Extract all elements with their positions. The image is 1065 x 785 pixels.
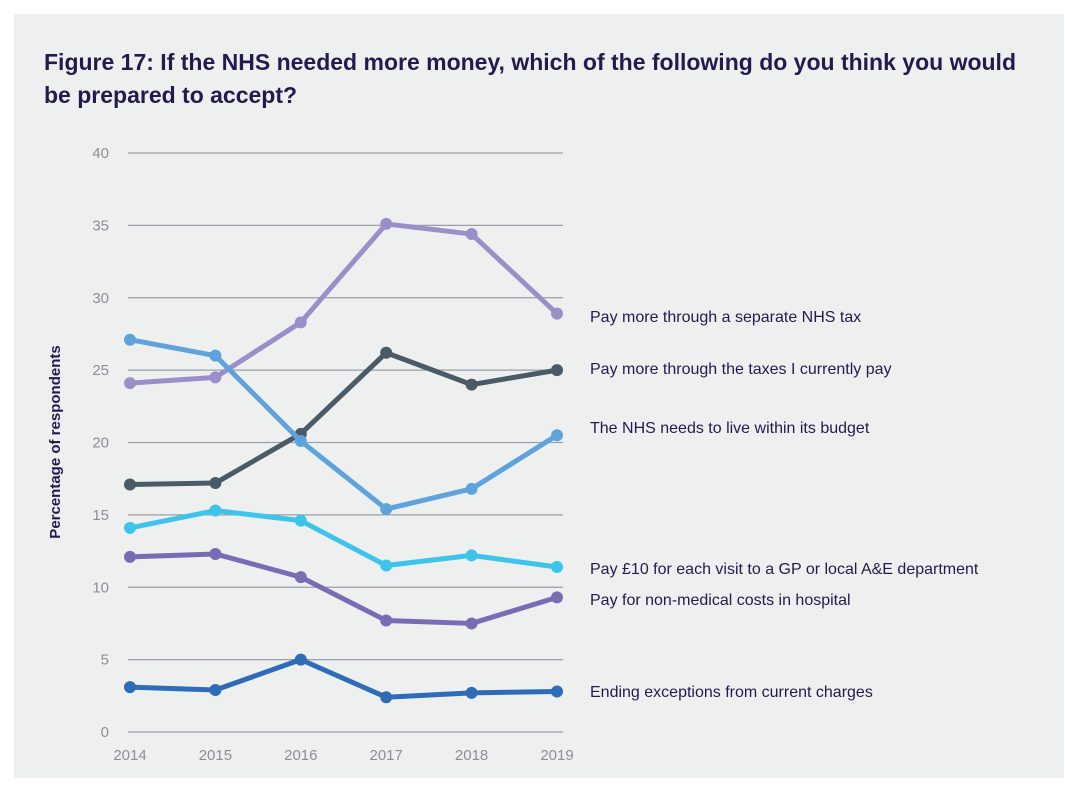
data-point (209, 547, 222, 560)
series-line (127, 337, 560, 512)
data-point (465, 482, 478, 495)
data-point (209, 684, 222, 697)
x-axis-ticks: 2014 2015 2016 2017 2018 2019 (113, 747, 573, 764)
series-5 (124, 653, 563, 704)
data-point (551, 429, 563, 442)
y-tick-label: 35 (92, 217, 109, 234)
y-tick-label: 30 (92, 290, 109, 307)
y-tick-label: 0 (101, 724, 109, 741)
grid-lines (128, 152, 563, 733)
series-labels: Pay more through a separate NHS tax Pay m… (590, 309, 979, 701)
data-point (124, 521, 136, 534)
series-1 (124, 346, 563, 491)
data-point (465, 617, 478, 630)
data-point (465, 549, 478, 562)
x-tick-label: 2014 (113, 747, 146, 764)
data-point (465, 378, 478, 391)
x-tick-label: 2019 (540, 747, 573, 764)
data-point (294, 435, 307, 448)
data-point (380, 691, 393, 704)
data-point (380, 559, 393, 572)
series-line (127, 508, 560, 570)
data-point (124, 333, 136, 346)
data-point (551, 307, 563, 320)
data-point (209, 504, 222, 517)
series-line (127, 350, 560, 487)
data-point (551, 560, 563, 573)
data-point (294, 514, 307, 527)
data-point (465, 228, 478, 241)
data-point (380, 346, 393, 359)
data-point (380, 614, 393, 627)
y-tick-label: 10 (92, 579, 109, 596)
series-0 (124, 217, 563, 390)
data-point (465, 686, 478, 699)
series-2 (124, 333, 563, 516)
y-axis-ticks: 0 5 10 15 20 25 30 35 40 (92, 145, 109, 741)
series-label: Pay more through a separate NHS tax (590, 309, 861, 326)
y-tick-label: 20 (92, 435, 109, 452)
series-lines (124, 217, 563, 704)
chart-panel (14, 14, 1064, 778)
x-tick-label: 2015 (199, 747, 232, 764)
x-tick-label: 2018 (455, 747, 488, 764)
x-tick-label: 2017 (370, 747, 403, 764)
data-point (294, 653, 307, 666)
data-point (209, 371, 222, 384)
series-4 (124, 547, 563, 630)
data-point (124, 377, 136, 390)
y-axis-label: Percentage of respondents (47, 345, 64, 538)
data-point (294, 316, 307, 329)
data-point (294, 571, 307, 584)
series-label: Pay more through the taxes I currently p… (590, 361, 891, 378)
y-tick-label: 40 (92, 145, 109, 162)
data-point (380, 503, 393, 516)
series-label: The NHS needs to live within its budget (590, 420, 870, 437)
data-point (551, 364, 563, 377)
series-label: Pay £10 for each visit to a GP or local … (590, 561, 979, 578)
data-point (551, 591, 563, 604)
data-point (124, 550, 136, 563)
chart-title: Figure 17: If the NHS needed more money,… (44, 49, 1016, 108)
data-point (124, 478, 136, 491)
y-tick-label: 25 (92, 362, 109, 379)
x-tick-label: 2016 (284, 747, 317, 764)
series-line (127, 221, 560, 386)
data-point (551, 685, 563, 698)
y-tick-label: 5 (101, 652, 109, 669)
series-label: Ending exceptions from current charges (590, 684, 873, 701)
data-point (380, 217, 393, 230)
series-line (127, 657, 560, 700)
y-tick-label: 15 (92, 507, 109, 524)
data-point (209, 349, 222, 362)
series-3 (124, 504, 563, 573)
series-line (127, 551, 560, 626)
data-point (124, 681, 136, 694)
series-label: Pay for non-medical costs in hospital (590, 592, 851, 609)
data-point (209, 477, 222, 490)
